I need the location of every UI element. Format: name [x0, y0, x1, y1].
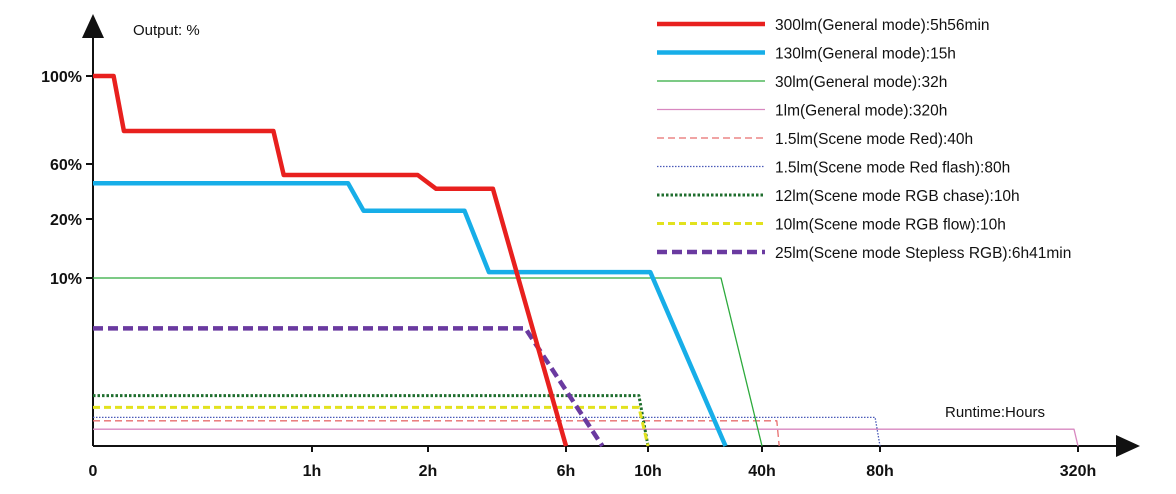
legend-label-8: 10lm(Scene mode RGB flow):10h	[775, 217, 1006, 234]
x-tick-label: 10h	[634, 463, 662, 480]
series-line-8	[93, 405, 650, 447]
series-line-9	[93, 326, 605, 448]
legend-label-1: 300lm(General mode):5h56min	[775, 17, 990, 34]
series-line-6	[93, 416, 881, 447]
x-tick-label: 6h	[557, 463, 576, 480]
legend-label-2: 130lm(General mode):15h	[775, 46, 956, 63]
series-line-1	[93, 73, 569, 447]
legend-label-3: 30lm(General mode):32h	[775, 74, 947, 91]
legend-label-7: 12lm(Scene mode RGB chase):10h	[775, 188, 1020, 205]
x-ticks: 0 1h 2h 6h 10h 40h 80h 320h	[89, 446, 1096, 480]
axes	[82, 14, 1140, 457]
y-axis-arrow	[82, 14, 104, 38]
y-ticks: 100% 60% 20% 10%	[41, 69, 93, 288]
y-tick-label: 10%	[50, 271, 82, 288]
legend-label-4: 1lm(General mode):320h	[775, 103, 947, 120]
series-line-3	[93, 277, 763, 447]
legend: 300lm(General mode):5h56min 130lm(General…	[657, 17, 1071, 262]
series-line-2	[93, 181, 728, 447]
y-tick-label: 60%	[50, 157, 82, 174]
x-axis-arrow	[1116, 435, 1140, 457]
x-tick-label: 80h	[866, 463, 894, 480]
legend-label-9: 25lm(Scene mode Stepless RGB):6h41min	[775, 245, 1071, 262]
x-tick-label: 2h	[419, 463, 438, 480]
x-tick-label: 0	[89, 463, 98, 480]
y-tick-label: 20%	[50, 212, 82, 229]
x-tick-label: 40h	[748, 463, 776, 480]
series-line-4	[93, 428, 1079, 447]
x-tick-label: 1h	[303, 463, 322, 480]
y-tick-label: 100%	[41, 69, 82, 86]
series-line-5	[93, 420, 780, 447]
x-axis-title: Runtime:Hours	[945, 404, 1045, 421]
legend-label-5: 1.5lm(Scene mode Red):40h	[775, 131, 973, 148]
y-axis-title: Output: %	[133, 22, 200, 39]
x-tick-label: 320h	[1060, 463, 1096, 480]
series-line-7	[93, 394, 650, 447]
series-lines	[93, 73, 1079, 448]
legend-label-6: 1.5lm(Scene mode Red flash):80h	[775, 160, 1010, 177]
